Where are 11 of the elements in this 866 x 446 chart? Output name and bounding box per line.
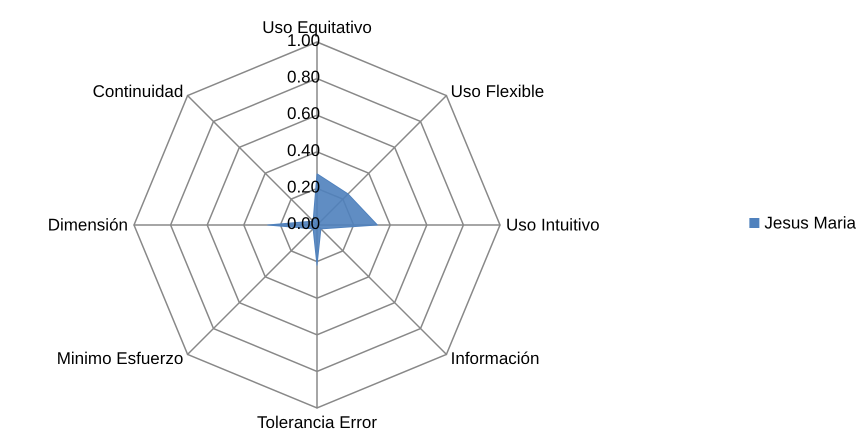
spoke-label: Tolerancia Error	[257, 413, 378, 432]
spoke-label: Uso Intuitivo	[506, 216, 600, 234]
spoke-label: Dimensión	[48, 216, 128, 234]
spoke-label: Uso Flexible	[450, 82, 544, 101]
spoke-label: Información	[450, 349, 540, 368]
y-tick-label: 0.40	[287, 140, 320, 160]
y-tick-label: 0.80	[287, 68, 320, 87]
spoke-label: Continuidad	[92, 82, 184, 101]
spoke-label: Minimo Esfuerzo	[56, 349, 184, 368]
legend-label: Jesus Maria	[764, 214, 857, 232]
y-tick-label: 0.60	[287, 104, 320, 124]
